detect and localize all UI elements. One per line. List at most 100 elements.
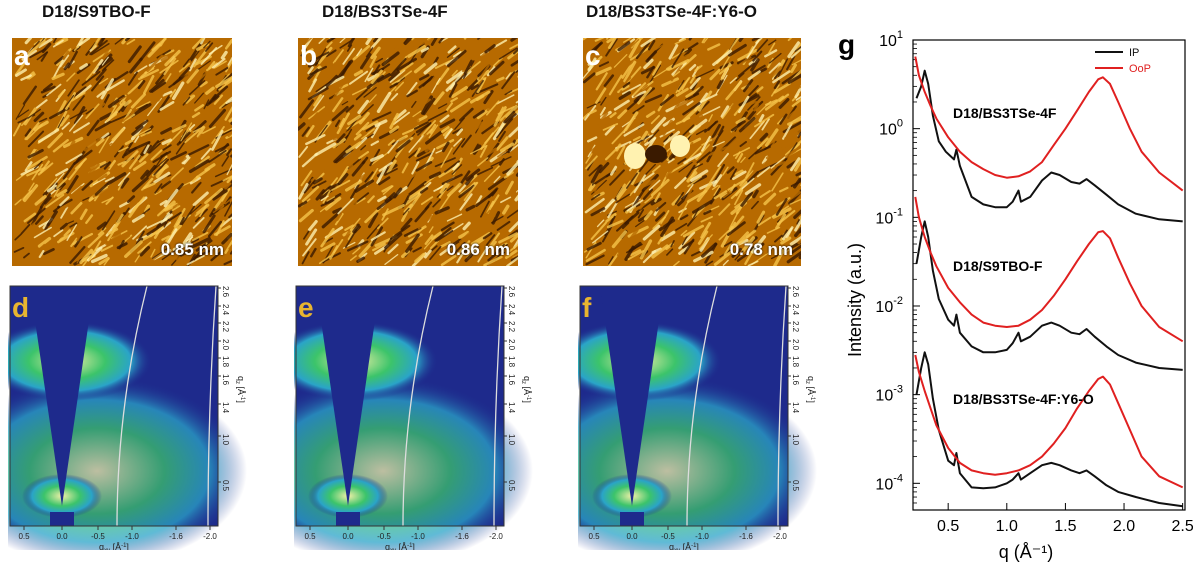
afm-grain (334, 119, 341, 128)
afm-grain (20, 190, 29, 200)
afm-grain (378, 128, 391, 137)
afm-grain (139, 41, 156, 62)
afm-grain (769, 52, 782, 64)
afm-grain (589, 143, 600, 152)
afm-grain (352, 223, 360, 234)
afm-grain (418, 75, 435, 89)
afm-grain (47, 132, 64, 149)
afm-grain (748, 85, 759, 97)
afm-grain (66, 72, 76, 82)
afm-grain (23, 212, 37, 223)
afm-grain (677, 79, 685, 91)
panel-title-3: D18/BS3TSe-4F:Y6-O (586, 2, 757, 21)
afm-grain (590, 164, 603, 184)
afm-grain (499, 104, 519, 122)
roughness-label-b: 0.86 nm (446, 240, 510, 259)
afm-grain (123, 99, 132, 107)
afm-grain (441, 173, 463, 185)
afm-grain (202, 159, 218, 169)
afm-grain (727, 221, 746, 236)
afm-grain (701, 242, 718, 258)
afm-grain (416, 115, 428, 123)
afm-grain (27, 148, 44, 159)
legend-label: OoP (1129, 63, 1151, 75)
afm-grain (178, 67, 191, 80)
afm-grain (745, 162, 755, 179)
afm-grain (779, 113, 788, 125)
afm-grain (606, 219, 624, 229)
afm-grain (39, 160, 50, 174)
afm-grain (73, 122, 90, 134)
afm-grain (730, 188, 743, 200)
afm-grain (81, 70, 101, 86)
afm-grain (134, 128, 151, 138)
afm-grain (197, 176, 205, 184)
afm-grain (160, 127, 173, 135)
afm-grain (425, 148, 436, 167)
afm-grain (459, 227, 475, 243)
afm-grain (461, 156, 476, 164)
afm-grain (413, 63, 426, 74)
afm-grain (756, 137, 769, 150)
afm-grain (711, 123, 721, 139)
afm-grain (713, 190, 728, 200)
afm-grain (787, 117, 804, 126)
afm-grain (160, 55, 170, 62)
afm-grain (593, 182, 601, 192)
afm-grain (188, 80, 206, 96)
afm-grain (487, 249, 502, 262)
afm-grain (349, 217, 361, 231)
afm-grain (196, 60, 211, 72)
afm-grain (480, 200, 490, 218)
afm-grain (411, 161, 420, 175)
afm-grain (462, 221, 471, 231)
afm-grain (105, 232, 121, 246)
afm-grain (82, 197, 90, 202)
afm-grain (332, 138, 346, 149)
afm-grain (69, 222, 78, 228)
afm-grain (696, 87, 706, 103)
afm-grain (756, 166, 771, 178)
afm-grain (150, 149, 163, 161)
afm-grain (341, 101, 349, 106)
afm-grain (208, 44, 223, 55)
afm-grain (324, 193, 342, 204)
afm-grain (475, 94, 485, 101)
afm-grain (322, 163, 332, 174)
afm-grain (674, 172, 687, 183)
afm-grain (660, 184, 669, 191)
afm-grain (729, 168, 738, 180)
afm-grain (378, 161, 393, 172)
afm-grain (445, 102, 454, 111)
afm-grain (218, 73, 230, 86)
afm-grain (585, 155, 598, 170)
afm-grain (764, 95, 785, 111)
afm-grain (101, 210, 116, 231)
afm-grain (777, 209, 796, 225)
afm-grain (305, 124, 315, 138)
afm-grain (121, 150, 139, 168)
afm-grain (95, 243, 107, 252)
afm-grain (162, 144, 172, 151)
afm-grain (392, 111, 411, 125)
afm-grain (454, 117, 465, 130)
afm-grain (642, 250, 657, 264)
afm-grain (413, 37, 434, 49)
afm-grain (296, 122, 306, 131)
afm-grain (782, 122, 793, 140)
afm-grain (366, 224, 380, 240)
afm-grain (705, 260, 714, 267)
afm-grain (446, 185, 454, 192)
afm-grain (420, 47, 429, 53)
afm-grain (440, 147, 453, 168)
afm-grain (345, 179, 363, 192)
afm-grain (312, 95, 325, 111)
afm-grain (495, 243, 505, 254)
y-tick-label: 1.8 (507, 356, 516, 368)
afm-grain (137, 241, 152, 254)
afm-grain (226, 148, 233, 156)
afm-grain (184, 129, 200, 144)
afm-grain (608, 74, 623, 96)
afm-grain (773, 80, 781, 90)
afm-grain (104, 176, 115, 183)
